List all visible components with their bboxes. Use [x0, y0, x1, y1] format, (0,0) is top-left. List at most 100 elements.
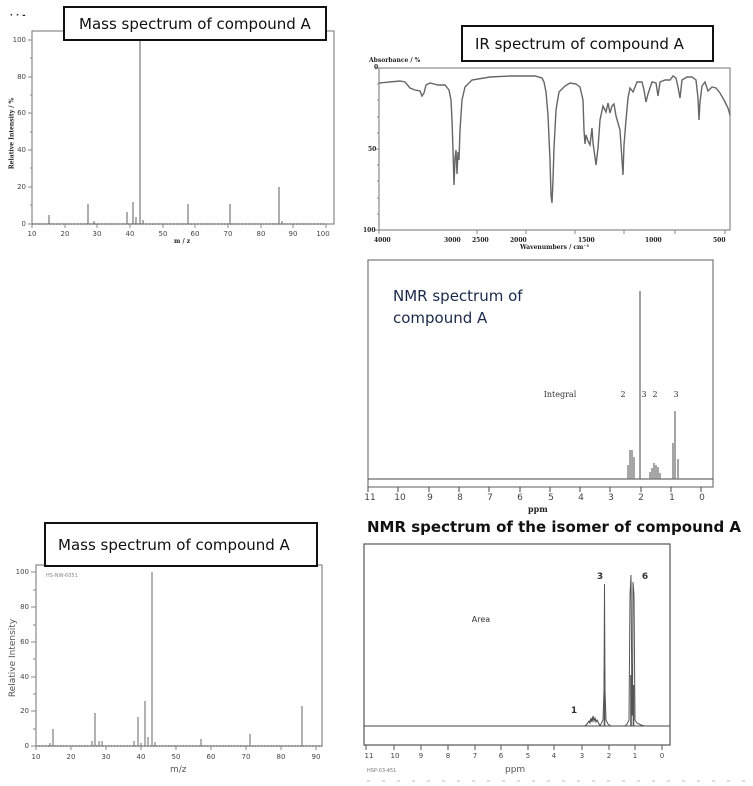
- ms2-ytick-100: 100: [15, 568, 29, 576]
- ms1-xtick: 80: [256, 230, 266, 238]
- ms2-plot: [31, 564, 323, 750]
- nmr1-panel: NMR spectrum of compound A Integral 2 3 …: [364, 255, 753, 515]
- nmr1-xtick: 9: [427, 493, 433, 503]
- nmr2-xtick: 10: [390, 752, 400, 760]
- nmr1-xtick: 6: [517, 493, 523, 503]
- nmr1-xtick: 2: [638, 493, 644, 503]
- nmr2-xtick: 9: [418, 752, 424, 760]
- nmr2-integral-value: 3: [596, 572, 604, 582]
- nmr2-xtick: 5: [525, 752, 531, 760]
- ms2-xtick: 10: [31, 753, 41, 761]
- nmr2-integral-value: 6: [641, 572, 649, 582]
- nmr2-panel: NMR spectrum of the isomer of compound A…: [355, 515, 753, 786]
- ir-xlabel: Wavenumbers / cm⁻¹: [520, 244, 590, 251]
- ir-title: IR spectrum of compound A: [461, 25, 714, 62]
- ms2-xtick: 40: [136, 753, 146, 761]
- nmr1-xtick: 4: [578, 493, 584, 503]
- ms1-ytick-40: 40: [17, 146, 26, 154]
- nmr1-title-line2: compound A: [393, 309, 488, 327]
- ir-ytick-100: 100: [363, 227, 376, 234]
- ms1-ytick-20: 20: [17, 183, 26, 191]
- ms2-xtick: 90: [311, 753, 321, 761]
- ms2-ytick-20: 20: [20, 707, 29, 715]
- ms2-title: Mass spectrum of compound A: [44, 522, 318, 567]
- ir-xtick: 2500: [472, 237, 489, 244]
- ms2-xtick: 50: [171, 753, 181, 761]
- nmr1-xtick: 1: [669, 493, 675, 503]
- nmr1-xtick: 10: [394, 493, 406, 503]
- nmr2-xtick: 4: [551, 752, 557, 760]
- nmr2-xlabel: ppm: [505, 765, 526, 775]
- ms1-xtick: 70: [223, 230, 233, 238]
- nmr2-xtick: 11: [364, 752, 374, 760]
- nmr1-integral-value: 2: [652, 390, 658, 399]
- nmr2-xtick: 6: [498, 752, 504, 760]
- ir-ylabel: Absorbance / %: [369, 57, 421, 64]
- ms1-ytick-0: 0: [21, 220, 26, 228]
- ir-xtick: 1000: [645, 237, 662, 244]
- nmr2-xtick: 2: [606, 752, 612, 760]
- nmr1-xtick: 5: [548, 493, 554, 503]
- ir-xtick: 4000: [374, 237, 391, 244]
- nmr1-plot: [367, 259, 714, 492]
- ms2-panel: Mass spectrum of compound A HS-NW-6051 1…: [0, 515, 340, 786]
- ir-xtick: 3000: [444, 237, 461, 244]
- nmr2-xtick: 1: [632, 752, 638, 760]
- nmr2-plot: [363, 543, 748, 782]
- nmr1-xlabel: ppm: [528, 504, 548, 514]
- nmr2-integral-value: 1: [570, 706, 578, 716]
- ms2-xlabel: m/z: [170, 765, 187, 775]
- header-mark: · · -: [10, 10, 26, 21]
- nmr2-xtick: 7: [472, 752, 478, 760]
- ir-trace: [378, 75, 731, 204]
- nmr1-integral-value: 2: [620, 390, 626, 399]
- nmr2-title: NMR spectrum of the isomer of compound A: [367, 518, 742, 536]
- nmr1-xtick: 3: [608, 493, 614, 503]
- ir-ytick-50: 50: [368, 146, 377, 153]
- ms1-ylabel: Relative Intensity / %: [8, 97, 16, 170]
- ms2-ytick-60: 60: [20, 638, 29, 646]
- ir-plot: [375, 67, 731, 234]
- nmr1-xtick: 0: [699, 493, 705, 503]
- nmr2-xtick: 0: [659, 752, 665, 760]
- ms2-ylabel: Relative Intensity: [8, 618, 18, 698]
- ms1-xtick: 10: [27, 230, 37, 238]
- nmr2-xtick: 8: [445, 752, 451, 760]
- ms2-xtick: 80: [276, 753, 286, 761]
- ms2-corner-id: HS-NW-6051: [46, 573, 78, 579]
- ms1-ytick-80: 80: [17, 73, 26, 81]
- ms1-panel: · · -: [0, 0, 340, 250]
- ms1-xtick: 100: [316, 230, 330, 238]
- ir-panel: IR spectrum of compound A Absorbance / %…: [360, 20, 753, 255]
- nmr1-xtick: 8: [457, 493, 463, 503]
- nmr1-integral-value: 3: [641, 390, 647, 399]
- ms1-xtick: 40: [125, 230, 135, 238]
- ms2-xtick: 60: [206, 753, 216, 761]
- ms1-xtick: 20: [60, 230, 70, 238]
- nmr1-integral-value: 3: [673, 390, 679, 399]
- ms2-ytick-40: 40: [20, 673, 29, 681]
- ms1-xtick: 60: [190, 230, 200, 238]
- nmr1-xtick: 11: [364, 493, 376, 503]
- ir-xtick: 2000: [510, 237, 527, 244]
- ms1-xtick: 90: [288, 230, 298, 238]
- ms2-xtick: 70: [241, 753, 251, 761]
- ir-xtick: 1500: [578, 237, 595, 244]
- nmr1-xtick: 7: [487, 493, 493, 503]
- nmr1-integral-label: Integral: [543, 390, 577, 399]
- ms2-xtick: 20: [66, 753, 76, 761]
- nmr1-title-line1: NMR spectrum of: [393, 287, 523, 305]
- ms2-ytick-0: 0: [24, 742, 29, 750]
- ms2-ytick-80: 80: [20, 603, 29, 611]
- ms1-title: Mass spectrum of compound A: [63, 6, 327, 41]
- ms1-ytick-100: 100: [12, 36, 26, 44]
- nmr2-area-label: Area: [471, 615, 491, 624]
- ms1-ytick-60: 60: [17, 109, 26, 117]
- nmr2-xtick: 3: [579, 752, 585, 760]
- ms2-xtick: 30: [101, 753, 111, 761]
- nmr2-corner-id: HSP-03-451: [367, 768, 397, 774]
- ms1-xlabel: m / z: [174, 238, 191, 245]
- ir-ytick-0: 0: [374, 64, 379, 71]
- ms1-xtick: 30: [92, 230, 102, 238]
- ir-xtick: 500: [713, 237, 726, 244]
